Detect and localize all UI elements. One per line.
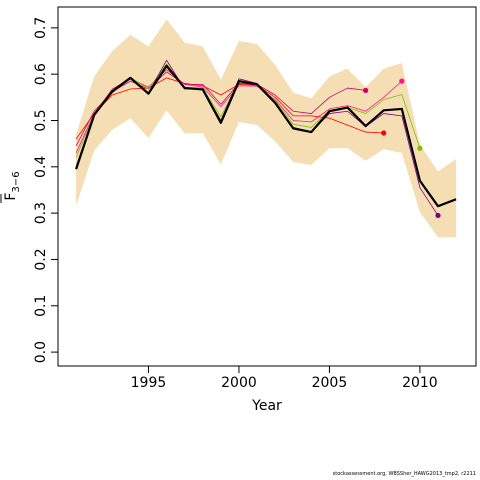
series-end-point-3 (417, 145, 423, 151)
plot-frame (57, 6, 477, 367)
y-tick-label: 0.1 (33, 295, 49, 317)
series-line-0 (75, 77, 384, 140)
x-tick-label: 1995 (131, 375, 167, 391)
y-axis-title-main: F (3, 193, 19, 201)
series-lines (75, 59, 457, 216)
x-axis: 1995 2000 2005 2010 (131, 366, 438, 391)
x-axis-title: Year (251, 398, 282, 414)
x-tick-label: 2005 (312, 375, 348, 391)
series-end-markers (363, 78, 441, 219)
y-axis-title: F3−6 (0, 171, 22, 203)
svg-text:F3−6: F3−6 (3, 171, 22, 200)
series-end-point-4 (435, 212, 441, 219)
x-tick-label: 2010 (402, 375, 438, 391)
y-tick-label: 0.3 (33, 202, 49, 224)
confidence-band-area (76, 19, 457, 238)
series-end-point-0 (381, 130, 387, 136)
series-line-1 (75, 71, 366, 147)
y-tick-label: 0.2 (33, 248, 49, 270)
y-tick-label: 0.6 (33, 63, 49, 85)
series-end-point-2 (399, 78, 405, 84)
y-axis-title-sub: 3−6 (11, 171, 22, 192)
y-axis: 0.0 0.1 0.2 0.3 0.4 0.5 0.6 0.7 (33, 17, 58, 363)
series-line-5 (75, 64, 457, 208)
y-tick-label: 0.7 (33, 17, 49, 39)
confidence-band (76, 19, 457, 238)
y-tick-label: 0.0 (33, 341, 49, 363)
y-tick-label: 0.5 (33, 109, 49, 131)
x-tick-label: 2000 (221, 375, 257, 391)
series-end-point-1 (363, 87, 369, 93)
y-tick-label: 0.4 (33, 156, 49, 178)
footnote: stockassessment.org, WBSSher_HAWG2013_tm… (332, 471, 476, 477)
